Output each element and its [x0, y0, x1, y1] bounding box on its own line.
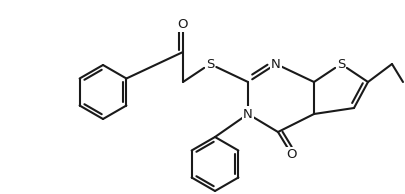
- Text: N: N: [271, 57, 280, 70]
- Text: S: S: [205, 57, 214, 70]
- Text: O: O: [177, 17, 188, 30]
- Text: S: S: [336, 57, 344, 70]
- Text: N: N: [243, 107, 252, 120]
- Text: O: O: [286, 148, 296, 161]
